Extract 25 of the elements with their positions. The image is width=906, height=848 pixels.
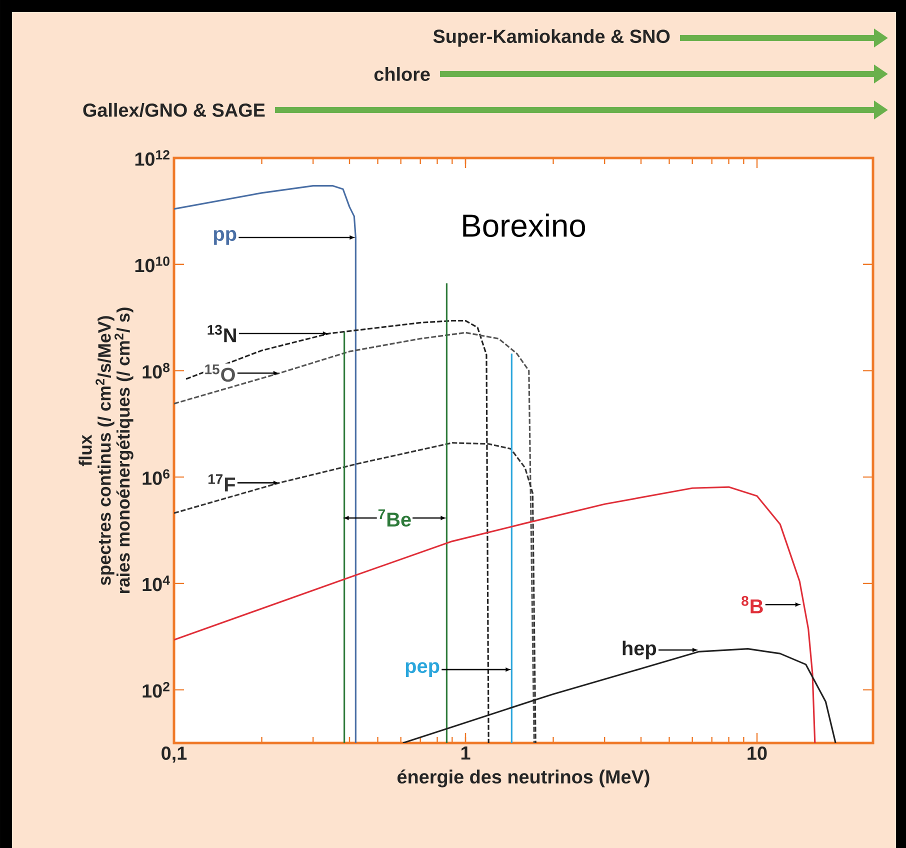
y-tick-label: 10$^{2}$: [142, 682, 170, 698]
series-label: $^{8}$B: [742, 596, 763, 614]
series-label: $^{7}$Be: [378, 509, 411, 527]
y-tick-label: 10$^{4}$: [142, 576, 170, 592]
text: spectres continus (/ cm$^{2}$/s/MeV): [96, 316, 114, 586]
y-tick-label: 10$^{10}$: [135, 256, 170, 272]
series-label: pp: [214, 230, 236, 245]
text: Gallex/GNO & SAGE: [83, 102, 265, 118]
text: chlore: [374, 67, 430, 81]
y-tick-label: 10$^{12}$: [135, 150, 170, 166]
x-axis-title: énergie des neutrinos (MeV): [397, 770, 650, 788]
x-tick-label: 1: [461, 746, 470, 760]
y-tick-label: 10$^{6}$: [142, 469, 170, 485]
series-label: hep: [622, 640, 656, 660]
series-label: $^{13}$N: [208, 324, 236, 342]
x-tick-label: 0,1: [162, 746, 187, 763]
series-label: $^{17}$F: [208, 474, 236, 492]
annotation: Borexino: [463, 214, 586, 237]
series-label: $^{15}$O: [205, 364, 235, 382]
text: pep: [406, 662, 440, 678]
text: Super-Kamiokande & SNO: [433, 29, 670, 47]
text: raies monoénergétiques (/ cm$^{2}$/ s): [114, 308, 134, 594]
x-tick-label: 10: [748, 746, 767, 760]
y-tick-label: 10$^{8}$: [142, 362, 170, 379]
text: flux: [78, 434, 92, 466]
